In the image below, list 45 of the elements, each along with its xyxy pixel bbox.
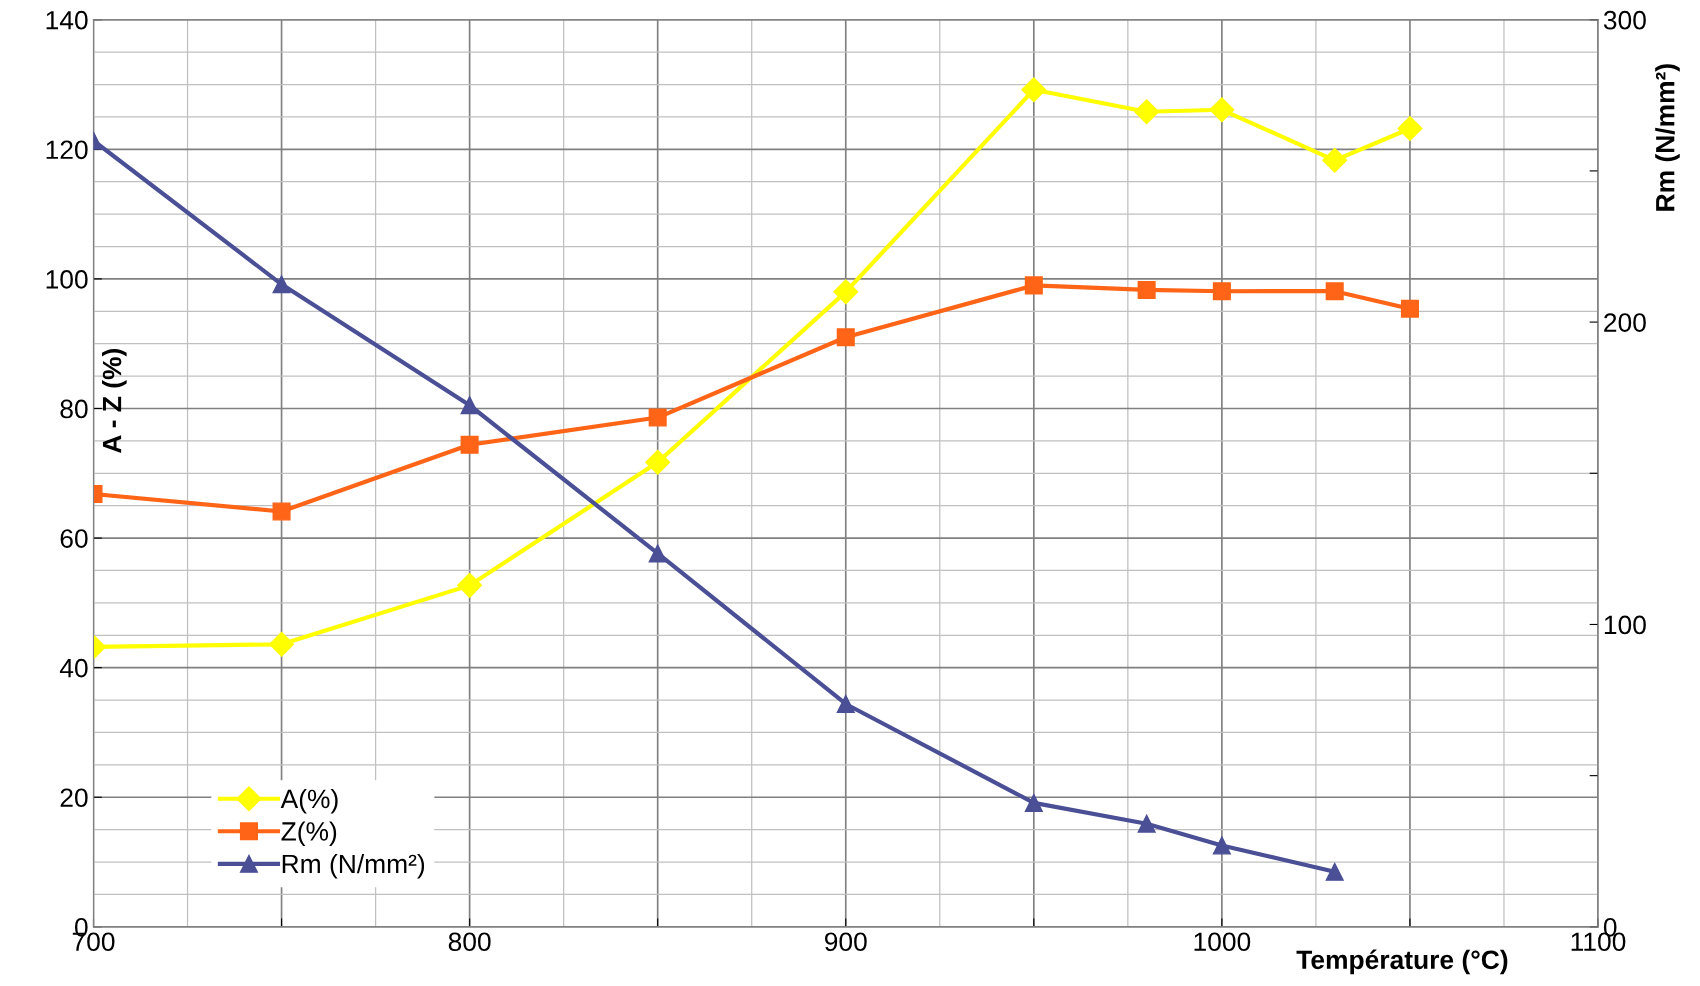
y-tick-label: 120	[46, 140, 88, 160]
y-tick-label: 20	[60, 788, 88, 808]
point	[836, 328, 855, 347]
x-tick-label: 900	[824, 932, 867, 952]
point	[460, 435, 479, 454]
point	[1134, 99, 1160, 125]
point	[1400, 299, 1419, 318]
x-axis-title: Température (°C)	[1296, 949, 1508, 975]
point	[272, 502, 291, 521]
y-tick-label: 40	[59, 658, 88, 678]
x-tick-label: 800	[448, 932, 491, 952]
point	[1024, 276, 1043, 295]
y-tick-label: 140	[46, 10, 88, 30]
point	[460, 396, 479, 415]
point	[1021, 77, 1047, 103]
point	[272, 275, 291, 294]
x-tick-label: 1000	[1194, 932, 1251, 952]
point	[648, 544, 667, 563]
y2-axis-title: Rm (N/mm²)	[1655, 64, 1680, 211]
point	[648, 408, 667, 427]
legend-label: A(%)	[280, 788, 338, 814]
point	[1212, 836, 1231, 855]
legend-label: Rm (N/mm²)	[282, 853, 425, 879]
legend-label: Z(%)	[281, 821, 337, 846]
y-tick-label: 100	[46, 270, 88, 289]
y2-tick-label: 200	[1604, 313, 1646, 332]
point	[1397, 116, 1423, 142]
y2-tick-label: 300	[1603, 10, 1646, 30]
y-axis-title: A - Z (%)	[102, 349, 127, 454]
point	[1137, 280, 1156, 299]
point	[1325, 862, 1344, 881]
point	[1137, 814, 1156, 833]
point	[833, 279, 859, 305]
y-tick-label: 80	[60, 399, 88, 419]
point	[1325, 282, 1344, 301]
point	[269, 631, 295, 657]
y-tick-label: 60	[60, 529, 88, 548]
point	[1024, 793, 1043, 812]
point	[1209, 97, 1235, 123]
point	[836, 694, 855, 714]
point	[457, 572, 483, 598]
point	[1212, 282, 1231, 301]
y2-tick-label: 100	[1604, 615, 1646, 635]
point	[645, 449, 671, 475]
point	[1322, 147, 1348, 173]
